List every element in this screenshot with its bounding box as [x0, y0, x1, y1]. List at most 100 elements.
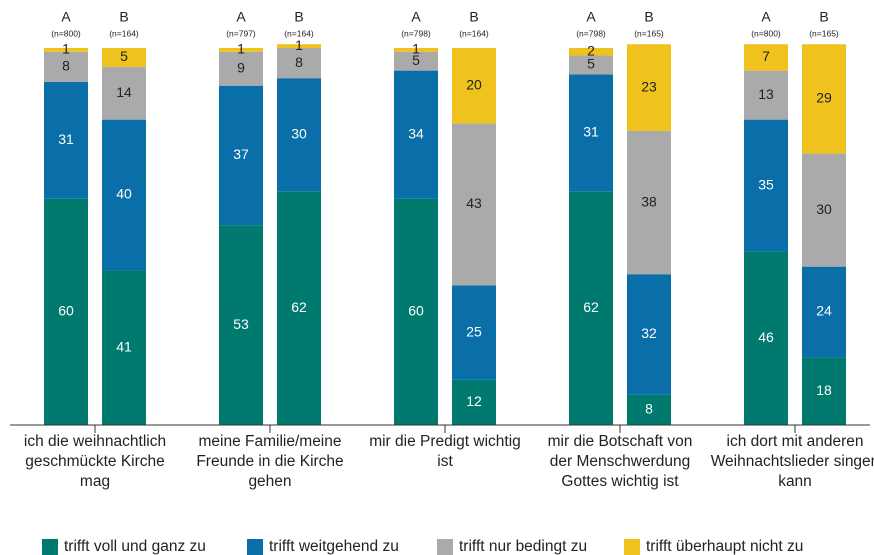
bar-segment: [452, 379, 496, 425]
value-label: 31: [58, 131, 74, 147]
n-label: (n=797): [226, 28, 256, 38]
value-label: 46: [758, 329, 774, 345]
category-label: mir die Botschaft von der Menschwerdung …: [547, 433, 693, 490]
legend-label: trifft überhaupt nicht zu: [646, 538, 804, 555]
legend-item: trifft nur bedingt zu: [437, 538, 587, 555]
n-label: (n=798): [401, 28, 431, 38]
value-label: 8: [295, 54, 303, 70]
subgroup-label: A: [61, 9, 71, 25]
bar-segment: [219, 51, 263, 86]
bar-segment: [627, 394, 671, 425]
bar-segment: [802, 266, 846, 358]
value-label: 35: [758, 176, 774, 192]
value-label: 32: [641, 325, 657, 341]
bar-segment: [627, 44, 671, 131]
category-label: ich dort mit anderen Weihnachtslieder si…: [710, 433, 874, 490]
value-label: 1: [295, 37, 303, 53]
bar-segment: [744, 70, 788, 120]
legend-label: trifft voll und ganz zu: [64, 538, 206, 555]
value-label: 18: [816, 382, 832, 398]
bar-segment: [452, 123, 496, 286]
n-label: (n=164): [284, 28, 314, 38]
bar-segment: [802, 153, 846, 267]
bar-segment: [102, 48, 146, 67]
subgroup-label: B: [294, 9, 303, 25]
value-label: 31: [583, 124, 599, 140]
bar-segment: [569, 191, 613, 425]
bar-segment: [744, 251, 788, 425]
value-label: 5: [587, 56, 595, 72]
bar-segment: [744, 44, 788, 71]
subgroup-label: A: [586, 9, 596, 25]
category-label: meine Familie/meine Freunde in die Kirch…: [196, 433, 344, 490]
value-label: 41: [116, 338, 132, 354]
value-label: 34: [408, 125, 424, 141]
legend-swatch: [624, 539, 640, 555]
value-label: 7: [762, 48, 770, 64]
legend-swatch: [42, 539, 58, 555]
subgroup-label: A: [761, 9, 771, 25]
bar-segment: [219, 48, 263, 52]
bar-segment: [802, 44, 846, 154]
bar-segment: [44, 81, 88, 199]
value-label: 5: [120, 48, 128, 64]
bar-segment: [277, 191, 321, 425]
value-label: 14: [116, 84, 132, 100]
bar-segment: [277, 48, 321, 79]
legend-item: trifft überhaupt nicht zu: [624, 538, 803, 555]
bar-segment: [277, 44, 321, 48]
n-label: (n=165): [634, 28, 664, 38]
legend-item: trifft voll und ganz zu: [42, 538, 206, 555]
bar-segment: [569, 48, 613, 56]
n-label: (n=800): [751, 28, 781, 38]
n-label: (n=800): [51, 28, 81, 38]
bar-segment: [627, 130, 671, 275]
bar-segment: [44, 51, 88, 82]
value-label: 25: [466, 323, 482, 339]
n-label: (n=798): [576, 28, 606, 38]
value-label: 62: [583, 299, 599, 315]
value-label: 43: [466, 195, 482, 211]
n-label: (n=165): [809, 28, 839, 38]
bar-segment: [394, 198, 438, 425]
value-label: 53: [233, 316, 249, 332]
bar-segment: [219, 225, 263, 425]
subgroup-label: A: [236, 9, 246, 25]
bar-segment: [452, 48, 496, 124]
subgroup-label: A: [411, 9, 421, 25]
legend-swatch: [437, 539, 453, 555]
value-label: 1: [412, 41, 420, 57]
bar-segment: [277, 78, 321, 192]
value-label: 60: [58, 303, 74, 319]
bar-segment: [44, 48, 88, 52]
value-label: 5: [412, 52, 420, 68]
value-label: 37: [233, 146, 249, 162]
category-label: ich die weihnachtlich geschmückte Kirche…: [23, 433, 167, 490]
value-label: 8: [645, 401, 653, 417]
subgroup-label: B: [469, 9, 478, 25]
value-label: 23: [641, 78, 657, 94]
bar-segment: [744, 119, 788, 252]
subgroup-label: B: [644, 9, 653, 25]
bar-segment: [627, 274, 671, 395]
bar-segment: [569, 55, 613, 75]
bar-segment: [394, 48, 438, 52]
value-label: 1: [237, 41, 245, 57]
value-label: 2: [587, 42, 595, 58]
legend-item: trifft weitgehend zu: [247, 538, 399, 555]
bar-segment: [452, 285, 496, 380]
value-label: 38: [641, 193, 657, 209]
value-label: 30: [816, 201, 832, 217]
bar-segment: [394, 51, 438, 71]
value-label: 62: [291, 299, 307, 315]
legend-label: trifft nur bedingt zu: [459, 538, 588, 555]
value-label: 12: [466, 393, 482, 409]
category-label: mir die Predigt wichtig ist: [369, 433, 521, 470]
value-label: 1: [62, 41, 70, 57]
subgroup-label: B: [819, 9, 828, 25]
legend-label: trifft weitgehend zu: [269, 538, 399, 555]
subgroup-label: B: [119, 9, 128, 25]
n-label: (n=164): [459, 28, 489, 38]
